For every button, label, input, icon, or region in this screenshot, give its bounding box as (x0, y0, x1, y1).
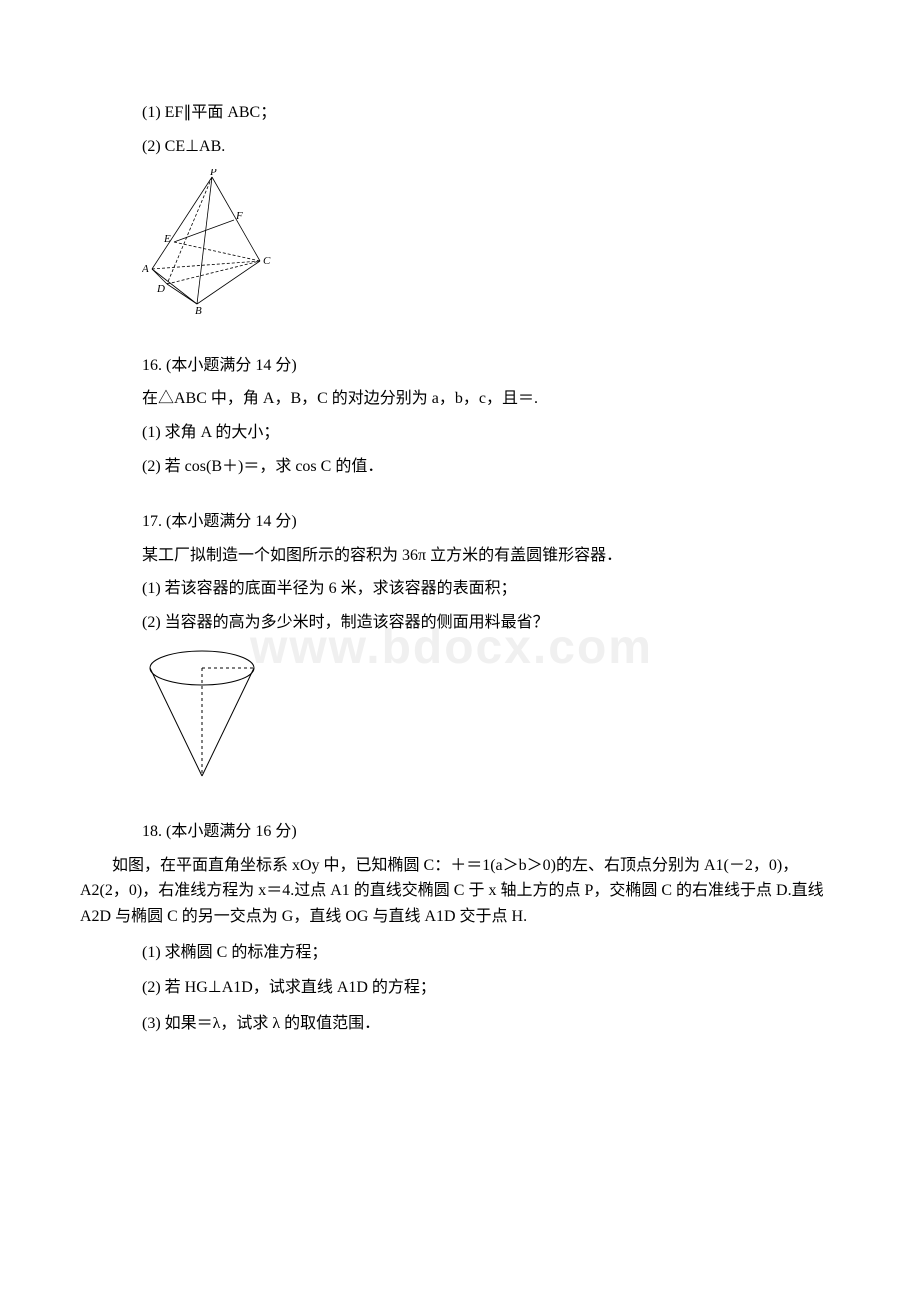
label-A: A (142, 263, 149, 275)
q18-sub3: (3) 如果＝λ，试求 λ 的取值范围． (80, 1011, 840, 1037)
q17-sub1: (1) 若该容器的底面半径为 6 米，求该容器的表面积； (80, 576, 840, 602)
q16-sub2: (2) 若 cos(B＋)＝，求 cos C 的值． (80, 454, 840, 480)
label-E: E (163, 233, 171, 245)
label-D: D (156, 283, 165, 295)
q16-sub1: (1) 求角 A 的大小； (80, 420, 840, 446)
label-F: F (235, 210, 243, 222)
q18-header: 18. (本小题满分 16 分) (80, 819, 840, 845)
label-C: C (263, 255, 271, 267)
q15-sub1: (1) EF∥平面 ABC； (80, 100, 840, 126)
label-B: B (195, 305, 202, 314)
q18-body: 如图，在平面直角坐标系 xOy 中，已知椭圆 C：＋＝1(a＞b＞0)的左、右顶… (80, 853, 840, 930)
q15-sub2: (2) CE⊥AB. (80, 134, 840, 160)
q16-body: 在△ABC 中，角 A，B，C 的对边分别为 a，b，c，且＝. (80, 386, 840, 412)
q17-body: 某工厂拟制造一个如图所示的容积为 36π 立方米的有盖圆锥形容器． (80, 543, 840, 569)
q17-header: 17. (本小题满分 14 分) (80, 509, 840, 535)
q18-sub1: (1) 求椭圆 C 的标准方程； (80, 940, 840, 966)
page-content: (1) EF∥平面 ABC； (2) CE⊥AB. P F E A (80, 100, 840, 1036)
q16-header: 16. (本小题满分 14 分) (80, 353, 840, 379)
q18-sub2: (2) 若 HG⊥A1D，试求直线 A1D 的方程； (80, 975, 840, 1001)
q17-figure (142, 646, 840, 790)
q15-figure: P F E A D B C (142, 169, 840, 323)
label-P: P (209, 169, 217, 178)
q17-sub2: (2) 当容器的高为多少米时，制造该容器的侧面用料最省？ (80, 610, 840, 636)
